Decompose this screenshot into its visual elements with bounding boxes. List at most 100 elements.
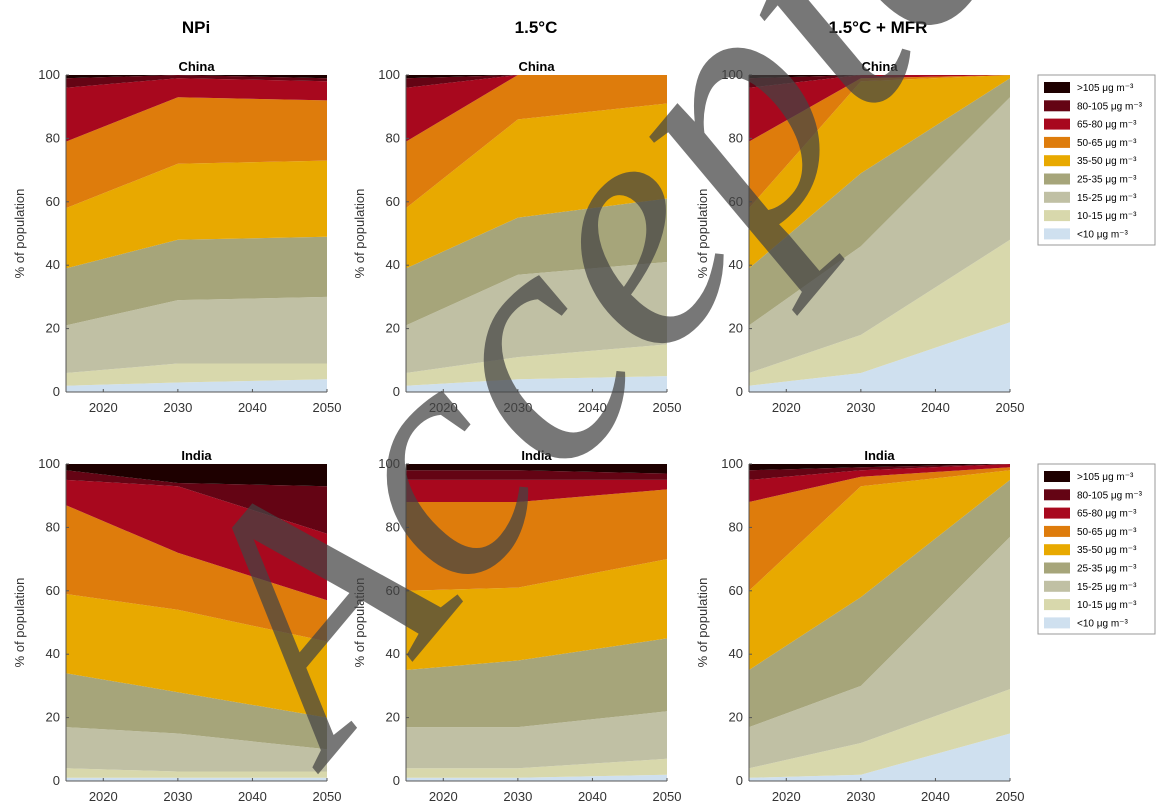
x-tick-label: 2030 (163, 789, 192, 804)
y-tick-label: 60 (729, 194, 743, 209)
x-tick-label: 2040 (238, 400, 267, 415)
legend-swatch-25-35 (1044, 562, 1070, 574)
y-tick-label: 80 (46, 519, 60, 534)
y-tick-label: 100 (721, 67, 743, 82)
legend-label: 50-65 μg m⁻³ (1077, 138, 1137, 149)
area-band-80-105 (749, 75, 1010, 88)
legend-swatch-50-65 (1044, 525, 1070, 537)
x-tick-label: 2050 (653, 400, 682, 415)
area-band-25-35 (749, 479, 1010, 728)
y-axis-label: % of population (352, 189, 367, 279)
legend-label: 80-105 μg m⁻³ (1077, 490, 1143, 501)
legend-swatch-80-105 (1044, 489, 1070, 501)
area-band-105 (406, 75, 667, 79)
area-band-50-65 (406, 489, 667, 591)
legend-swatch-80-105 (1044, 100, 1070, 112)
area-band-35-50 (406, 103, 667, 269)
x-tick-label: 2050 (313, 789, 342, 804)
panel-title: China (861, 59, 898, 74)
area-band-15-25 (66, 296, 327, 373)
area-band-10-15 (406, 344, 667, 386)
area-band-50-65 (406, 75, 667, 209)
area-band-105 (66, 75, 327, 79)
legend-swatch-50-65 (1044, 136, 1070, 148)
y-tick-label: 100 (38, 456, 60, 471)
x-tick-label: 2050 (996, 400, 1025, 415)
legend-swatch-35-50 (1044, 155, 1070, 167)
legend-label: >105 μg m⁻³ (1077, 83, 1134, 94)
area-band-15-25 (749, 97, 1010, 373)
legend-swatch-65-80 (1044, 118, 1070, 130)
y-tick-label: 40 (729, 257, 743, 272)
x-tick-label: 2040 (238, 789, 267, 804)
y-tick-label: 100 (721, 456, 743, 471)
y-tick-label: 60 (386, 583, 400, 598)
legend-label: 35-50 μg m⁻³ (1077, 156, 1137, 167)
area-band-25-35 (66, 673, 327, 750)
y-tick-label: 40 (386, 257, 400, 272)
legend-swatch-15-25 (1044, 191, 1070, 203)
legend-swatch-10 (1044, 617, 1070, 629)
area-band-15-25 (406, 711, 667, 769)
y-tick-label: 100 (38, 67, 60, 82)
area-band-35-50 (749, 470, 1010, 670)
column-title-1-5c: 1.5°C (515, 18, 558, 37)
y-tick-label: 40 (46, 646, 60, 661)
x-tick-label: 2020 (772, 400, 801, 415)
area-band-35-50 (66, 160, 327, 269)
y-tick-label: 0 (736, 384, 743, 399)
legend-label: >105 μg m⁻³ (1077, 472, 1134, 483)
area-band-10-15 (749, 239, 1010, 386)
x-tick-label: 2050 (996, 789, 1025, 804)
area-band-25-35 (66, 236, 327, 326)
area-band-35-50 (66, 594, 327, 718)
x-tick-label: 2030 (846, 400, 875, 415)
area-band-10 (406, 376, 667, 392)
x-tick-label: 2040 (921, 400, 950, 415)
area-band-10-15 (406, 758, 667, 778)
y-tick-label: 20 (729, 710, 743, 725)
area-band-15-25 (406, 262, 667, 373)
area-band-35-50 (749, 75, 1010, 269)
area-band-65-80 (406, 75, 667, 142)
x-tick-label: 2020 (772, 789, 801, 804)
y-axis-label: % of population (352, 578, 367, 668)
y-tick-label: 100 (378, 456, 400, 471)
legend-label: 25-35 μg m⁻³ (1077, 564, 1137, 575)
area-band-65-80 (749, 75, 1010, 142)
legend-swatch-105 (1044, 471, 1070, 482)
y-axis-label: % of population (12, 189, 27, 279)
x-tick-label: 2050 (313, 400, 342, 415)
y-axis-label: % of population (695, 578, 710, 668)
legend-swatch-105 (1044, 82, 1070, 93)
y-tick-label: 80 (46, 130, 60, 145)
panel-title: China (518, 59, 555, 74)
y-axis-label: % of population (12, 578, 27, 668)
legend-label: 15-25 μg m⁻³ (1077, 582, 1137, 593)
area-band-50-65 (66, 505, 327, 642)
column-title-npi: NPi (182, 18, 210, 37)
legend-label: 80-105 μg m⁻³ (1077, 101, 1143, 112)
y-tick-label: 20 (386, 710, 400, 725)
area-band-10 (66, 777, 327, 781)
y-tick-label: 60 (46, 583, 60, 598)
legends: >105 μg m⁻³ 80-105 μg m⁻³ 65-80 μg m⁻³ 50-6… (1037, 74, 1156, 635)
y-tick-label: 20 (386, 321, 400, 336)
legend-swatch-15-25 (1044, 580, 1070, 592)
x-tick-label: 2030 (503, 400, 532, 415)
area-band-35-50 (406, 559, 667, 670)
panel-title: India (864, 448, 895, 463)
area-band-10 (749, 733, 1010, 781)
column-title-1-5c-mfr: 1.5°C + MFR (829, 18, 928, 37)
legend-china: >105 μg m⁻³ 80-105 μg m⁻³ 65-80 μg m⁻³ 50-6… (1037, 74, 1156, 246)
y-tick-label: 0 (53, 384, 60, 399)
area-band-15-25 (66, 727, 327, 772)
legend-label: <10 μg m⁻³ (1077, 618, 1128, 629)
y-tick-label: 80 (729, 130, 743, 145)
